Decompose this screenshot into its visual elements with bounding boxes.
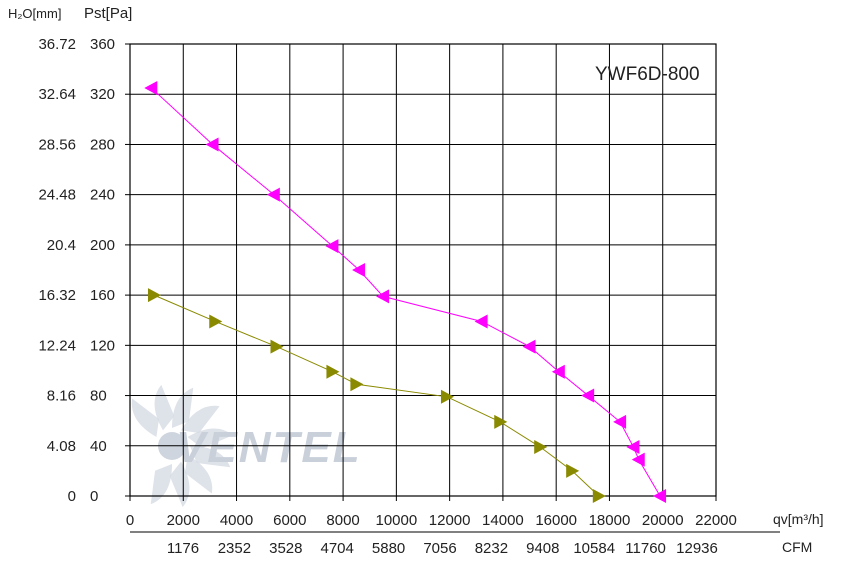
h2o-tick-label: 16.32 <box>38 287 76 304</box>
data-point <box>613 414 627 429</box>
cfm-tick-label: 5880 <box>372 540 405 557</box>
y-axis-label: Pst[Pa] <box>84 5 132 22</box>
fan-blade-mark <box>187 428 234 449</box>
cfm-tick-label: 2352 <box>218 540 251 557</box>
x-tick-label: 10000 <box>376 512 418 529</box>
h2o-tick-label: 20.4 <box>47 237 76 254</box>
y-tick-label: 280 <box>90 136 115 153</box>
fan-blade-mark <box>184 455 213 494</box>
data-point <box>581 388 595 403</box>
x-tick-label: 16000 <box>535 512 577 529</box>
h2o-tick-label: 28.56 <box>38 136 76 153</box>
h2o-tick-label: 8.16 <box>47 388 76 405</box>
data-point <box>494 414 508 429</box>
fan-blade-mark <box>172 387 194 428</box>
h2o-tick-label: 32.64 <box>38 86 76 103</box>
x-tick-label: 12000 <box>429 512 471 529</box>
data-point <box>350 377 364 392</box>
data-point <box>326 364 340 379</box>
cfm-tick-label: 7056 <box>423 540 456 557</box>
data-point <box>440 389 454 404</box>
cfm-tick-label: 8232 <box>475 540 508 557</box>
h2o-tick-label: 0 <box>68 488 76 505</box>
data-point <box>147 288 161 303</box>
data-point <box>352 263 366 277</box>
data-point <box>325 239 339 254</box>
cfm-tick-label: 12936 <box>676 540 718 557</box>
data-point <box>566 463 580 478</box>
grid-lines <box>130 44 716 496</box>
data-point <box>270 339 284 354</box>
series-line-2 <box>153 294 600 497</box>
cfm-tick-label: 9408 <box>526 540 559 557</box>
data-point <box>631 452 645 467</box>
tick-labels: 0 2000 4000 6000 8000 10000 12000 14000 16000 180… <box>38 36 780 557</box>
fan-blade-mark <box>154 384 175 431</box>
cfm-tick-label: 1176 <box>167 540 199 557</box>
x-tick-label: 20000 <box>642 512 684 529</box>
h2o-axis-label: H₂O[mm] <box>8 6 61 21</box>
y-tick-label: 0 <box>90 488 98 505</box>
y-tick-label: 240 <box>90 187 115 204</box>
h2o-tick-label: 12.24 <box>38 337 76 354</box>
h2o-tick-label: 24.48 <box>38 187 76 204</box>
x-axis-label: qv[m³/h] <box>773 511 824 527</box>
data-point <box>592 489 606 503</box>
x-tick-label: 6000 <box>273 512 306 529</box>
y-tick-label: 120 <box>90 337 115 354</box>
fan-blade-mark <box>181 405 220 434</box>
x-tick-label: 14000 <box>482 512 524 529</box>
data-point <box>209 314 223 329</box>
h2o-tick-label: 36.72 <box>38 36 76 53</box>
data-point <box>266 187 280 202</box>
cfm-tick-label: 11760 <box>625 540 666 557</box>
data-point <box>534 440 548 455</box>
data-point <box>551 364 565 379</box>
data-point <box>144 80 158 95</box>
cfm-tick-label: 4704 <box>321 540 354 557</box>
x-tick-label: 18000 <box>589 512 631 529</box>
cfm-tick-label: 3528 <box>269 540 302 557</box>
plot-frame <box>129 43 717 497</box>
series-line-1 <box>150 87 661 497</box>
y-tick-label: 40 <box>90 438 107 455</box>
cfm-axis-label: CFM <box>782 539 812 555</box>
y-tick-label: 320 <box>90 86 115 103</box>
x-tick-label: 8000 <box>326 512 359 529</box>
y-tick-label: 200 <box>90 237 115 254</box>
x-tick-label: 4000 <box>220 512 253 529</box>
watermark-text: VENTEL <box>176 423 362 472</box>
fan-blade-mark <box>190 446 231 468</box>
fan-blade-mark <box>131 398 160 437</box>
x-tick-label: 2000 <box>167 512 200 529</box>
data-point <box>522 339 536 354</box>
data-point <box>376 289 390 304</box>
y-tick-label: 160 <box>90 287 115 304</box>
cfm-tick-label: 10584 <box>573 540 615 557</box>
y-tick-label: 80 <box>90 388 107 405</box>
fan-blade-mark <box>150 464 172 505</box>
data-point <box>653 489 667 503</box>
series-layer <box>144 80 667 503</box>
h2o-tick-label: 4.08 <box>47 438 76 455</box>
x-tick-label: 0 <box>126 512 134 529</box>
y-tick-label: 360 <box>90 36 115 53</box>
data-point <box>626 440 640 455</box>
data-point <box>205 137 219 152</box>
chart-title: YWF6D-800 <box>595 64 700 85</box>
x-tick-label: 22000 <box>695 512 737 529</box>
data-point <box>474 314 488 329</box>
